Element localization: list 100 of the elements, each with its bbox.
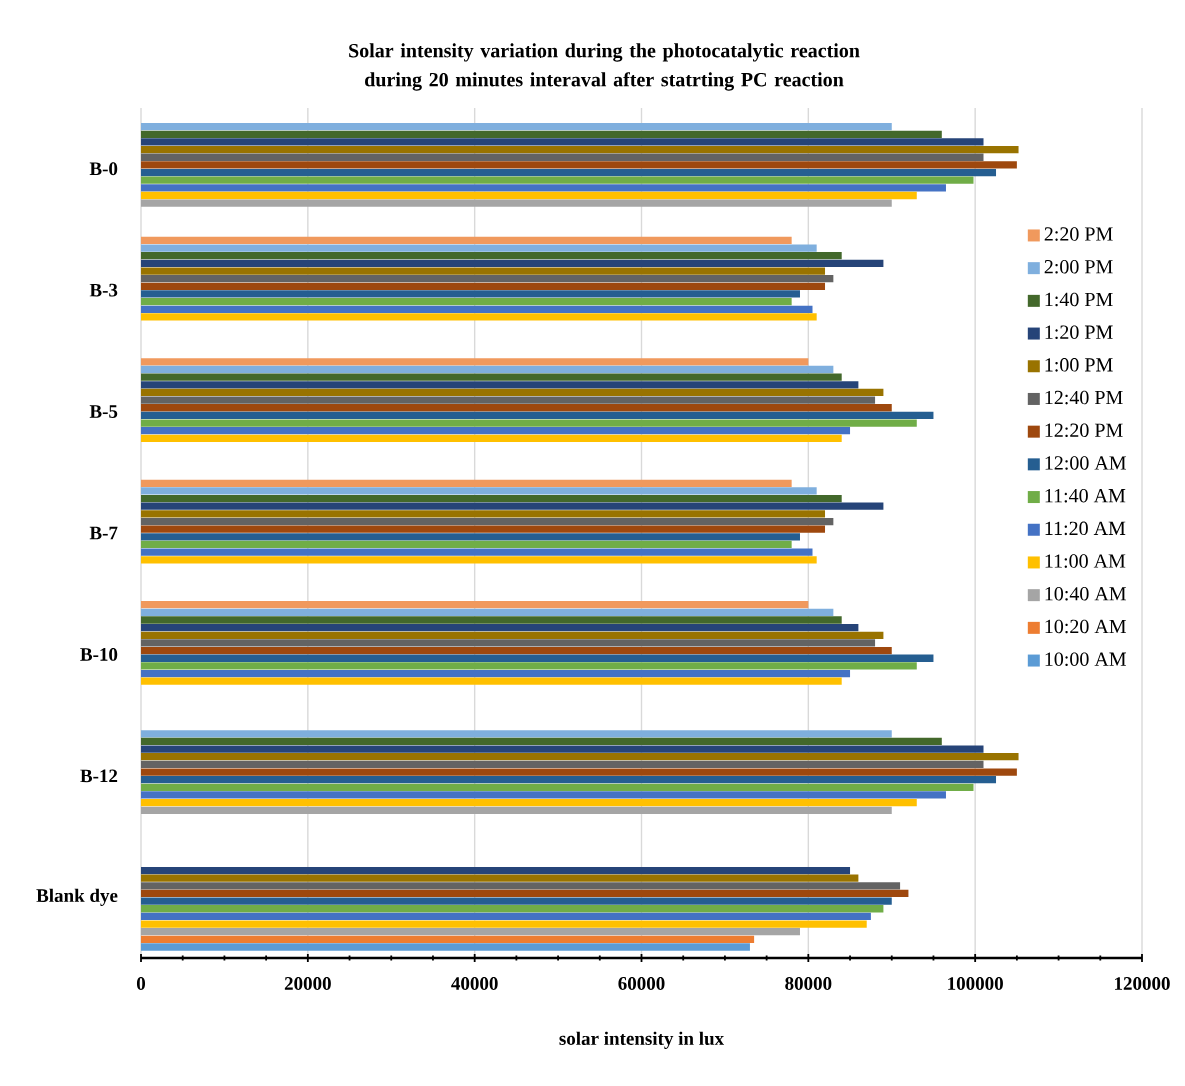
bar — [141, 373, 842, 381]
bar — [141, 662, 917, 670]
bar — [141, 396, 876, 404]
bar — [141, 874, 859, 882]
bar — [141, 168, 997, 177]
bar — [141, 768, 1017, 776]
legend-label: 12:40 PM — [1045, 390, 1123, 405]
y-tick-label: B-7 — [89, 526, 118, 540]
bar — [141, 191, 917, 200]
bar — [141, 935, 755, 943]
x-tick-label: 80000 — [785, 977, 832, 990]
legend-label: 11:00 AM — [1045, 554, 1126, 568]
bar — [141, 669, 851, 678]
bar — [141, 866, 851, 875]
bar — [141, 791, 946, 799]
bar — [141, 806, 892, 814]
bar — [141, 184, 946, 192]
bar — [141, 305, 813, 313]
legend-label: 10:00 AM — [1045, 652, 1127, 666]
legend-label: 11:20 AM — [1045, 521, 1126, 536]
bar — [141, 123, 892, 131]
bar — [141, 427, 851, 435]
y-tick-label: Blank dye — [36, 888, 118, 906]
bar — [141, 654, 934, 662]
y-tick-label: B-5 — [89, 405, 118, 418]
x-tick-label: 100000 — [948, 977, 1003, 990]
y-tick-label: B-0 — [89, 162, 118, 176]
bar — [141, 920, 867, 928]
bar — [141, 928, 800, 936]
bar — [141, 601, 809, 609]
bar — [141, 130, 942, 138]
bar — [141, 912, 871, 921]
bar — [141, 510, 826, 518]
legend-label: 1:20 PM — [1045, 325, 1113, 339]
bar — [141, 365, 834, 374]
bar — [141, 411, 934, 420]
bar — [141, 267, 826, 275]
bar — [141, 799, 917, 807]
bar — [141, 533, 800, 541]
bar — [141, 737, 942, 746]
bar — [141, 525, 826, 533]
bar — [141, 161, 1017, 169]
bar — [141, 624, 859, 632]
x-tick-label: 0 — [136, 977, 146, 990]
bar — [141, 502, 884, 510]
bar — [141, 745, 984, 753]
bar — [141, 313, 817, 321]
bar — [141, 404, 892, 412]
bar — [141, 290, 800, 298]
bar — [141, 730, 892, 738]
bar — [141, 905, 884, 913]
bar — [141, 783, 974, 791]
bar — [141, 236, 792, 245]
x-axis-title: solar intensity in lux — [559, 1031, 725, 1049]
bar — [141, 776, 997, 784]
bar — [141, 275, 834, 283]
bar — [141, 358, 809, 366]
legend-label: 12:20 PM — [1045, 423, 1123, 438]
bar — [141, 252, 842, 260]
legend-label: 1:00 PM — [1045, 358, 1113, 372]
bar — [141, 388, 884, 397]
bar — [141, 479, 792, 487]
legend-label: 1:40 PM — [1045, 292, 1113, 307]
bar — [141, 753, 1019, 761]
bar — [141, 259, 884, 268]
bar — [141, 487, 817, 495]
bar — [141, 760, 984, 769]
bar — [141, 153, 984, 161]
x-tick-label: 40000 — [451, 977, 498, 990]
bar — [141, 897, 892, 905]
legend-label: 2:00 PM — [1044, 260, 1113, 274]
bar — [141, 145, 1019, 154]
x-tick-label: 20000 — [284, 977, 331, 990]
bar — [141, 548, 813, 556]
bar — [141, 608, 834, 616]
bar — [141, 646, 892, 655]
legend-label: 10:40 AM — [1045, 587, 1127, 601]
y-tick-label: B-3 — [89, 283, 118, 297]
legend-label: 11:40 AM — [1045, 488, 1126, 503]
bar — [141, 282, 826, 290]
bar — [141, 631, 884, 639]
x-tick-label: 120000 — [1115, 977, 1170, 990]
bar — [141, 943, 750, 951]
bar — [141, 434, 842, 442]
bar — [141, 138, 984, 146]
bar — [141, 244, 817, 252]
y-tick-label: B-10 — [80, 648, 118, 661]
bar — [141, 677, 842, 685]
bar — [141, 889, 909, 898]
x-tick-label: 60000 — [618, 977, 665, 990]
bar — [141, 494, 842, 503]
bar — [141, 419, 917, 427]
bar — [141, 882, 901, 890]
bar — [141, 616, 842, 624]
y-tick-label: B-12 — [80, 769, 118, 783]
bar — [141, 639, 876, 647]
bar — [141, 517, 834, 526]
legend-label: 10:20 AM — [1045, 619, 1127, 634]
bar — [141, 540, 792, 549]
bar — [141, 176, 974, 184]
